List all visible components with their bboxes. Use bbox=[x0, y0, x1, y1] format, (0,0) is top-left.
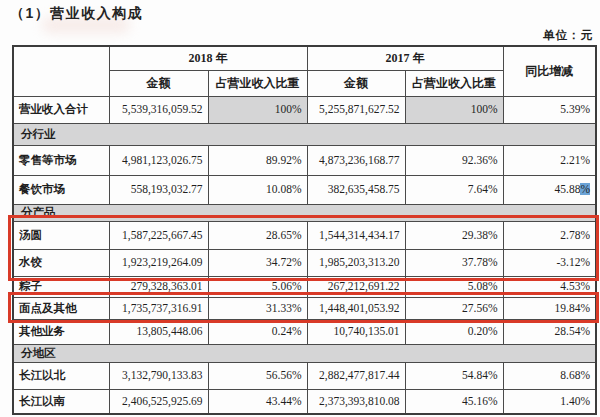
row-label: 营业收入合计 bbox=[13, 96, 109, 123]
selected-percent-sign: % bbox=[580, 183, 590, 195]
amount-2017-header: 金额 bbox=[307, 70, 405, 96]
table-row-shuijiao: 水饺 1,923,219,264.09 34.72% 1,985,203,313… bbox=[13, 249, 596, 276]
row-label: 面点及其他 bbox=[13, 297, 109, 319]
share-2017-cell: 54.84% bbox=[405, 362, 503, 389]
table-row-south-yangtze: 长江以南 2,406,525,925.69 43.44% 2,373,393,8… bbox=[13, 389, 596, 414]
yoy-header: 同比增减 bbox=[503, 46, 596, 96]
yoy-cell: 8.68% bbox=[503, 362, 596, 389]
yoy-cell: -3.12% bbox=[503, 249, 596, 276]
section-label: 分产品 bbox=[13, 204, 596, 221]
share-2017-cell: 37.78% bbox=[405, 249, 503, 276]
amount-2017-cell: 4,873,236,168.77 bbox=[307, 145, 405, 175]
row-label: 长江以南 bbox=[13, 389, 109, 414]
table-row-retail-market: 零售等市场 4,981,123,026.75 89.92% 4,873,236,… bbox=[13, 145, 596, 175]
share-2018-cell: 0.24% bbox=[208, 319, 307, 344]
table-row-zongzi: 粽子 279,328,363.01 5.06% 267,212,691.22 5… bbox=[13, 276, 596, 297]
section-row-by-region: 分地区 bbox=[13, 344, 596, 362]
amount-2018-cell: 4,981,123,026.75 bbox=[109, 145, 208, 175]
share-2017-cell: 0.20% bbox=[405, 319, 503, 344]
share-2018-cell: 28.65% bbox=[208, 221, 307, 249]
amount-2017-cell: 382,635,458.75 bbox=[307, 175, 405, 204]
share-2018-cell: 31.33% bbox=[208, 297, 307, 319]
amount-2018-cell: 3,132,790,133.83 bbox=[109, 362, 208, 389]
year-2018-header: 2018 年 bbox=[109, 46, 307, 70]
year-2017-header: 2017 年 bbox=[307, 46, 503, 70]
share-2017-cell: 5.08% bbox=[405, 276, 503, 297]
row-label: 水饺 bbox=[13, 249, 109, 276]
table-row-total-revenue: 营业收入合计 5,539,316,059.52 100% 5,255,871,6… bbox=[13, 96, 596, 123]
share-2017-cell: 100% bbox=[405, 96, 503, 123]
amount-2017-cell: 10,740,135.01 bbox=[307, 319, 405, 344]
table-row-other-business: 其他业务 13,805,448.06 0.24% 10,740,135.01 0… bbox=[13, 319, 596, 344]
amount-2018-header: 金额 bbox=[109, 70, 208, 96]
share-2018-cell: 5.06% bbox=[208, 276, 307, 297]
unit-label: 单位：元 bbox=[543, 28, 593, 43]
amount-2018-cell: 5,539,316,059.52 bbox=[109, 96, 208, 123]
row-label: 零售等市场 bbox=[13, 145, 109, 175]
share-2018-cell: 89.92% bbox=[208, 145, 307, 175]
amount-2017-cell: 267,212,691.22 bbox=[307, 276, 405, 297]
share-2018-cell: 100% bbox=[208, 96, 307, 123]
page-title: （1）营业收入构成 bbox=[10, 5, 143, 23]
section-label: 分行业 bbox=[13, 123, 596, 145]
share-2018-cell: 56.56% bbox=[208, 362, 307, 389]
amount-2018-cell: 558,193,032.77 bbox=[109, 175, 208, 204]
amount-2018-cell: 13,805,448.06 bbox=[109, 319, 208, 344]
yoy-cell: 5.39% bbox=[503, 96, 596, 123]
amount-2017-cell: 1,448,401,053.92 bbox=[307, 297, 405, 319]
share-2018-cell: 10.08% bbox=[208, 175, 307, 204]
amount-2017-cell: 2,373,393,810.08 bbox=[307, 389, 405, 414]
row-label: 餐饮市场 bbox=[13, 175, 109, 204]
share-2018-header: 占营业收入比重 bbox=[208, 70, 307, 96]
row-label: 汤圆 bbox=[13, 221, 109, 249]
amount-2017-cell: 5,255,871,627.52 bbox=[307, 96, 405, 123]
table-row-catering-market: 餐饮市场 558,193,032.77 10.08% 382,635,458.7… bbox=[13, 175, 596, 204]
report-page: （1）营业收入构成 单位：元 2018 年 2017 年 同比增减 金额 占营业… bbox=[0, 0, 600, 417]
yoy-cell: 4.53% bbox=[503, 276, 596, 297]
share-2017-cell: 92.36% bbox=[405, 145, 503, 175]
amount-2018-cell: 1,735,737,316.91 bbox=[109, 297, 208, 319]
amount-2017-cell: 2,882,477,817.44 bbox=[307, 362, 405, 389]
share-2017-header: 占营业收入比重 bbox=[405, 70, 503, 96]
yoy-cell: 45.88% bbox=[503, 175, 596, 204]
share-2017-cell: 29.38% bbox=[405, 221, 503, 249]
corner-blank-cell bbox=[13, 46, 109, 96]
share-2018-cell: 43.44% bbox=[208, 389, 307, 414]
revenue-composition-table: 2018 年 2017 年 同比增减 金额 占营业收入比重 金额 占营业收入比重… bbox=[12, 45, 597, 415]
amount-2017-cell: 1,544,314,434.17 bbox=[307, 221, 405, 249]
header-row-years: 2018 年 2017 年 同比增减 bbox=[13, 46, 596, 70]
amount-2018-cell: 1,587,225,667.45 bbox=[109, 221, 208, 249]
yoy-cell: 1.40% bbox=[503, 389, 596, 414]
row-label: 其他业务 bbox=[13, 319, 109, 344]
table-row-tangyuan: 汤圆 1,587,225,667.45 28.65% 1,544,314,434… bbox=[13, 221, 596, 249]
yoy-cell: 2.78% bbox=[503, 221, 596, 249]
table-row-north-yangtze: 长江以北 3,132,790,133.83 56.56% 2,882,477,8… bbox=[13, 362, 596, 389]
yoy-cell: 19.84% bbox=[503, 297, 596, 319]
section-label: 分地区 bbox=[13, 344, 596, 362]
row-label: 粽子 bbox=[13, 276, 109, 297]
yoy-value: 45.88 bbox=[555, 183, 581, 195]
row-label: 长江以北 bbox=[13, 362, 109, 389]
share-2017-cell: 7.64% bbox=[405, 175, 503, 204]
section-row-by-product: 分产品 bbox=[13, 204, 596, 221]
section-row-by-industry: 分行业 bbox=[13, 123, 596, 145]
yoy-cell: 28.54% bbox=[503, 319, 596, 344]
share-2017-cell: 45.16% bbox=[405, 389, 503, 414]
yoy-cell: 2.21% bbox=[503, 145, 596, 175]
amount-2018-cell: 279,328,363.01 bbox=[109, 276, 208, 297]
share-2018-cell: 34.72% bbox=[208, 249, 307, 276]
share-2017-cell: 27.56% bbox=[405, 297, 503, 319]
table-row-pastry-other: 面点及其他 1,735,737,316.91 31.33% 1,448,401,… bbox=[13, 297, 596, 319]
amount-2018-cell: 2,406,525,925.69 bbox=[109, 389, 208, 414]
amount-2018-cell: 1,923,219,264.09 bbox=[109, 249, 208, 276]
amount-2017-cell: 1,985,203,313.20 bbox=[307, 249, 405, 276]
